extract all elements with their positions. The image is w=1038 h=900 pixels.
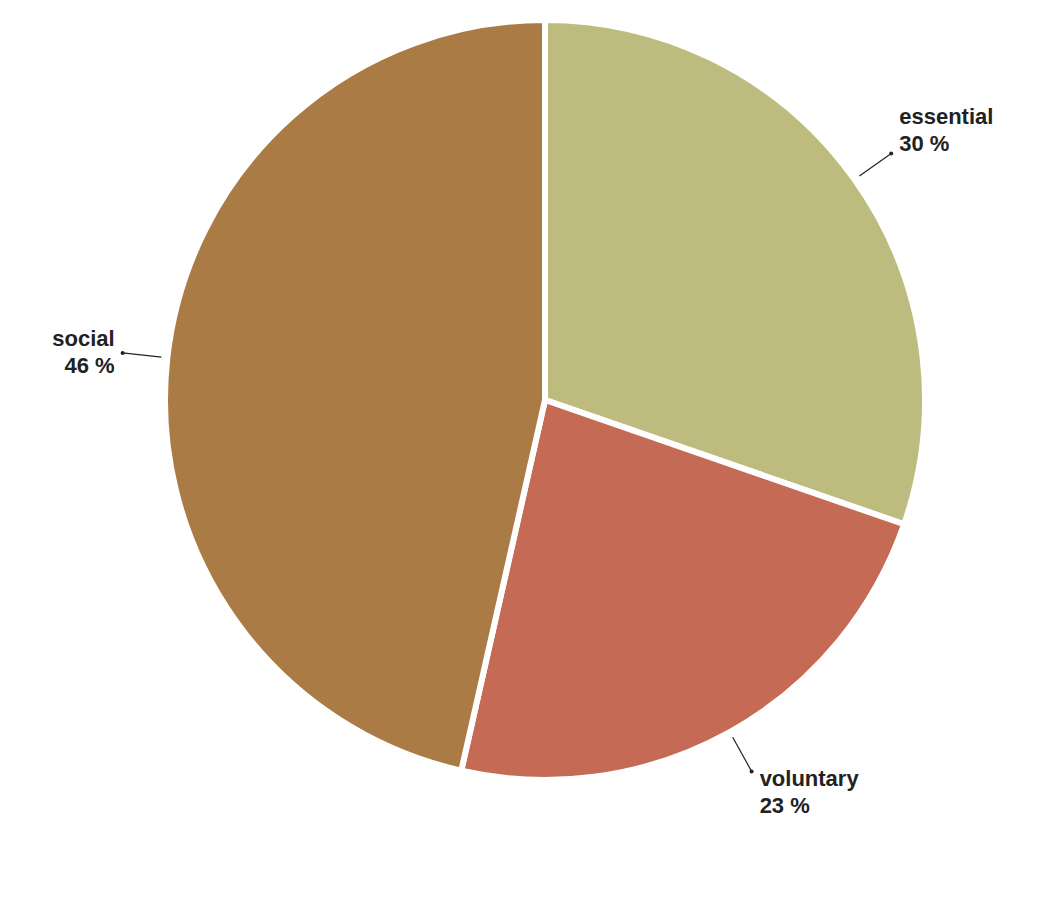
svg-text:essential: essential bbox=[899, 104, 993, 129]
svg-text:30 %: 30 % bbox=[899, 131, 949, 156]
svg-text:social: social bbox=[52, 326, 114, 351]
svg-text:46 %: 46 % bbox=[64, 353, 114, 378]
svg-text:voluntary: voluntary bbox=[760, 766, 860, 791]
svg-text:23 %: 23 % bbox=[760, 793, 810, 818]
